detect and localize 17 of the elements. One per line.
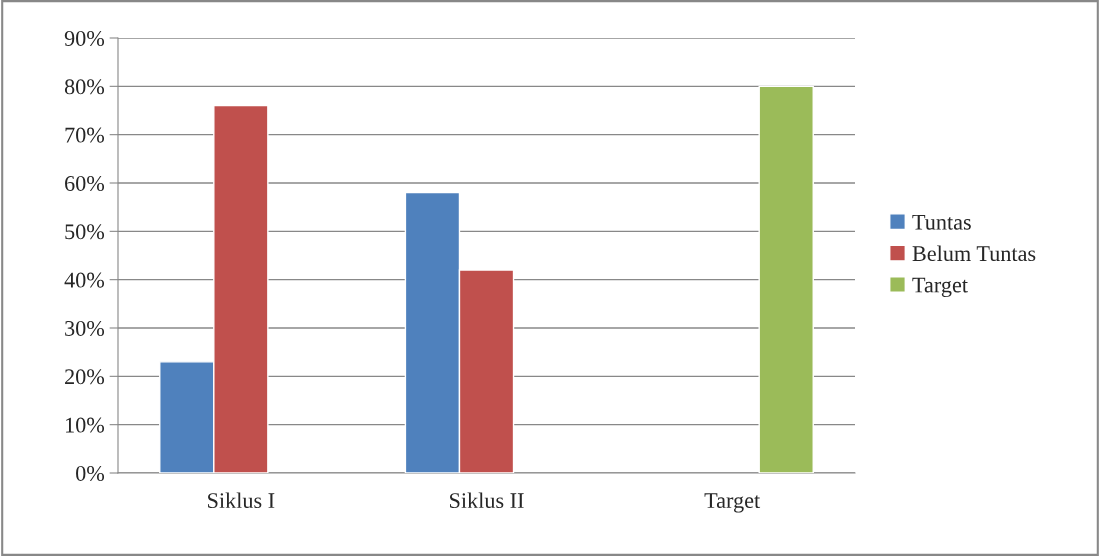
y-tick-label: 60% [65, 175, 105, 191]
bar [758, 85, 814, 473]
y-tick-label: 20% [65, 369, 105, 385]
x-tick-label: Target [704, 493, 761, 513]
y-tick-label: 0% [76, 465, 105, 481]
legend-label: Belum Tuntas [912, 245, 1036, 262]
y-tick-label: 10% [66, 417, 105, 433]
y-tick-label: 50% [65, 224, 105, 240]
y-tick-label: 80% [64, 79, 105, 95]
legend-label: Tuntas [912, 214, 971, 230]
y-tick-label: 90% [64, 30, 105, 46]
y-tick-label: 40% [64, 272, 105, 288]
x-tick-label: Siklus I [208, 492, 275, 509]
legend-label: Target [912, 277, 968, 298]
x-tick-label: Siklus II [450, 492, 524, 509]
y-tick-label: 30% [65, 320, 105, 336]
y-tick-label: 70% [65, 127, 105, 143]
